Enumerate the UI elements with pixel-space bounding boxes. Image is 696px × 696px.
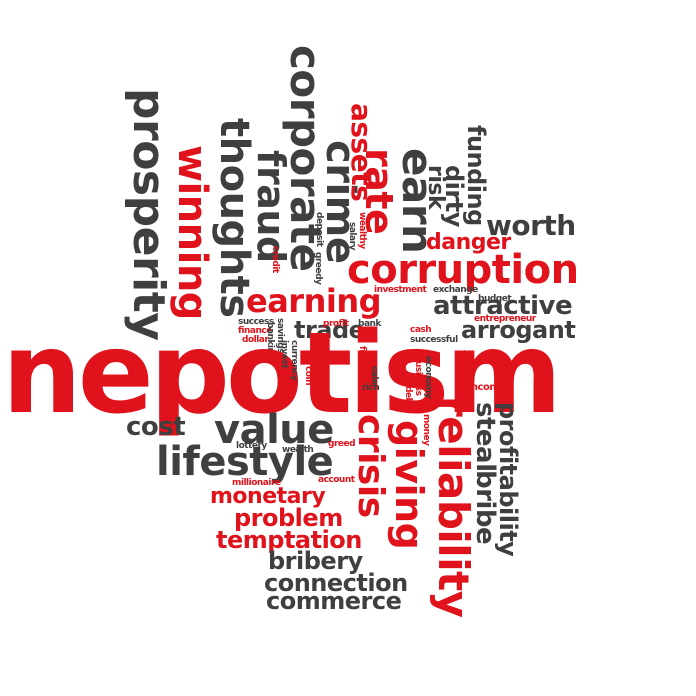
word-worth: worth [486,209,576,242]
word-earning: earning [246,282,382,320]
word-cost: cost [126,412,186,442]
word-treasure: treasure [457,350,467,390]
word-danger: danger [426,230,511,255]
word-arrogant: arrogant [461,316,576,344]
word-attractive: attractive [433,291,573,321]
word-sale: sale [369,366,379,385]
word-greed: greed [328,439,356,449]
word-millionaire: millionaire [232,478,281,488]
word-bribery: bribery [268,547,363,575]
word-financial: financial [357,346,367,385]
word-crisis: crisis [350,414,391,518]
word-success-top: success [238,317,274,327]
word-prosperity: prosperity [123,88,174,341]
word-debt: debt [403,386,413,408]
word-currency: currency [289,340,299,381]
word-monetary: monetary [210,484,326,509]
word-credit: credit [270,246,280,273]
word-coin: coin [303,366,313,386]
word-temptation: temptation [216,526,362,554]
word-finance: finance [238,326,272,336]
word-profitability: profitability [494,402,522,557]
word-deposit: deposit [314,212,324,247]
word-investment: investment [374,285,427,295]
word-value: value [214,407,334,453]
word-winning: winning [169,145,215,320]
main-word-nepotism: nepotism [2,309,562,439]
word-bank: bank [358,319,381,329]
word-dollar: dollar [242,335,269,345]
word-budget: budget [478,294,512,304]
word-commerce: commerce [266,587,402,615]
word-account: account [318,475,355,485]
word-problem: problem [234,504,343,532]
word-wealthy: wealthy [357,212,367,249]
word-giving: giving [387,420,431,550]
word-profit: profit [323,319,349,329]
word-connection: connection [264,569,408,597]
word-reliability: reliability [429,396,478,618]
word-cash: cash [410,325,432,335]
word-exchange: exchange [433,285,478,295]
word-salary: salary [347,222,357,250]
word-lottery: lottery [236,441,267,451]
word-successful: successful [410,335,458,345]
word-economy: economy [423,356,433,398]
word-greedy: greedy [313,252,323,285]
word-lifestyle: lifestyle [156,439,334,485]
word-entrepreneur: entrepreneur [474,314,536,324]
word-wealth: wealth [282,445,314,455]
word-trade: trade [294,316,365,344]
word-rich: rich [362,383,380,393]
word-funding: funding [462,125,490,226]
word-business: business [413,355,423,396]
word-invest: invest [279,340,289,369]
word-corruption: corruption [347,247,579,293]
word-income: income [468,382,506,393]
word-luxury: luxury [313,366,323,396]
